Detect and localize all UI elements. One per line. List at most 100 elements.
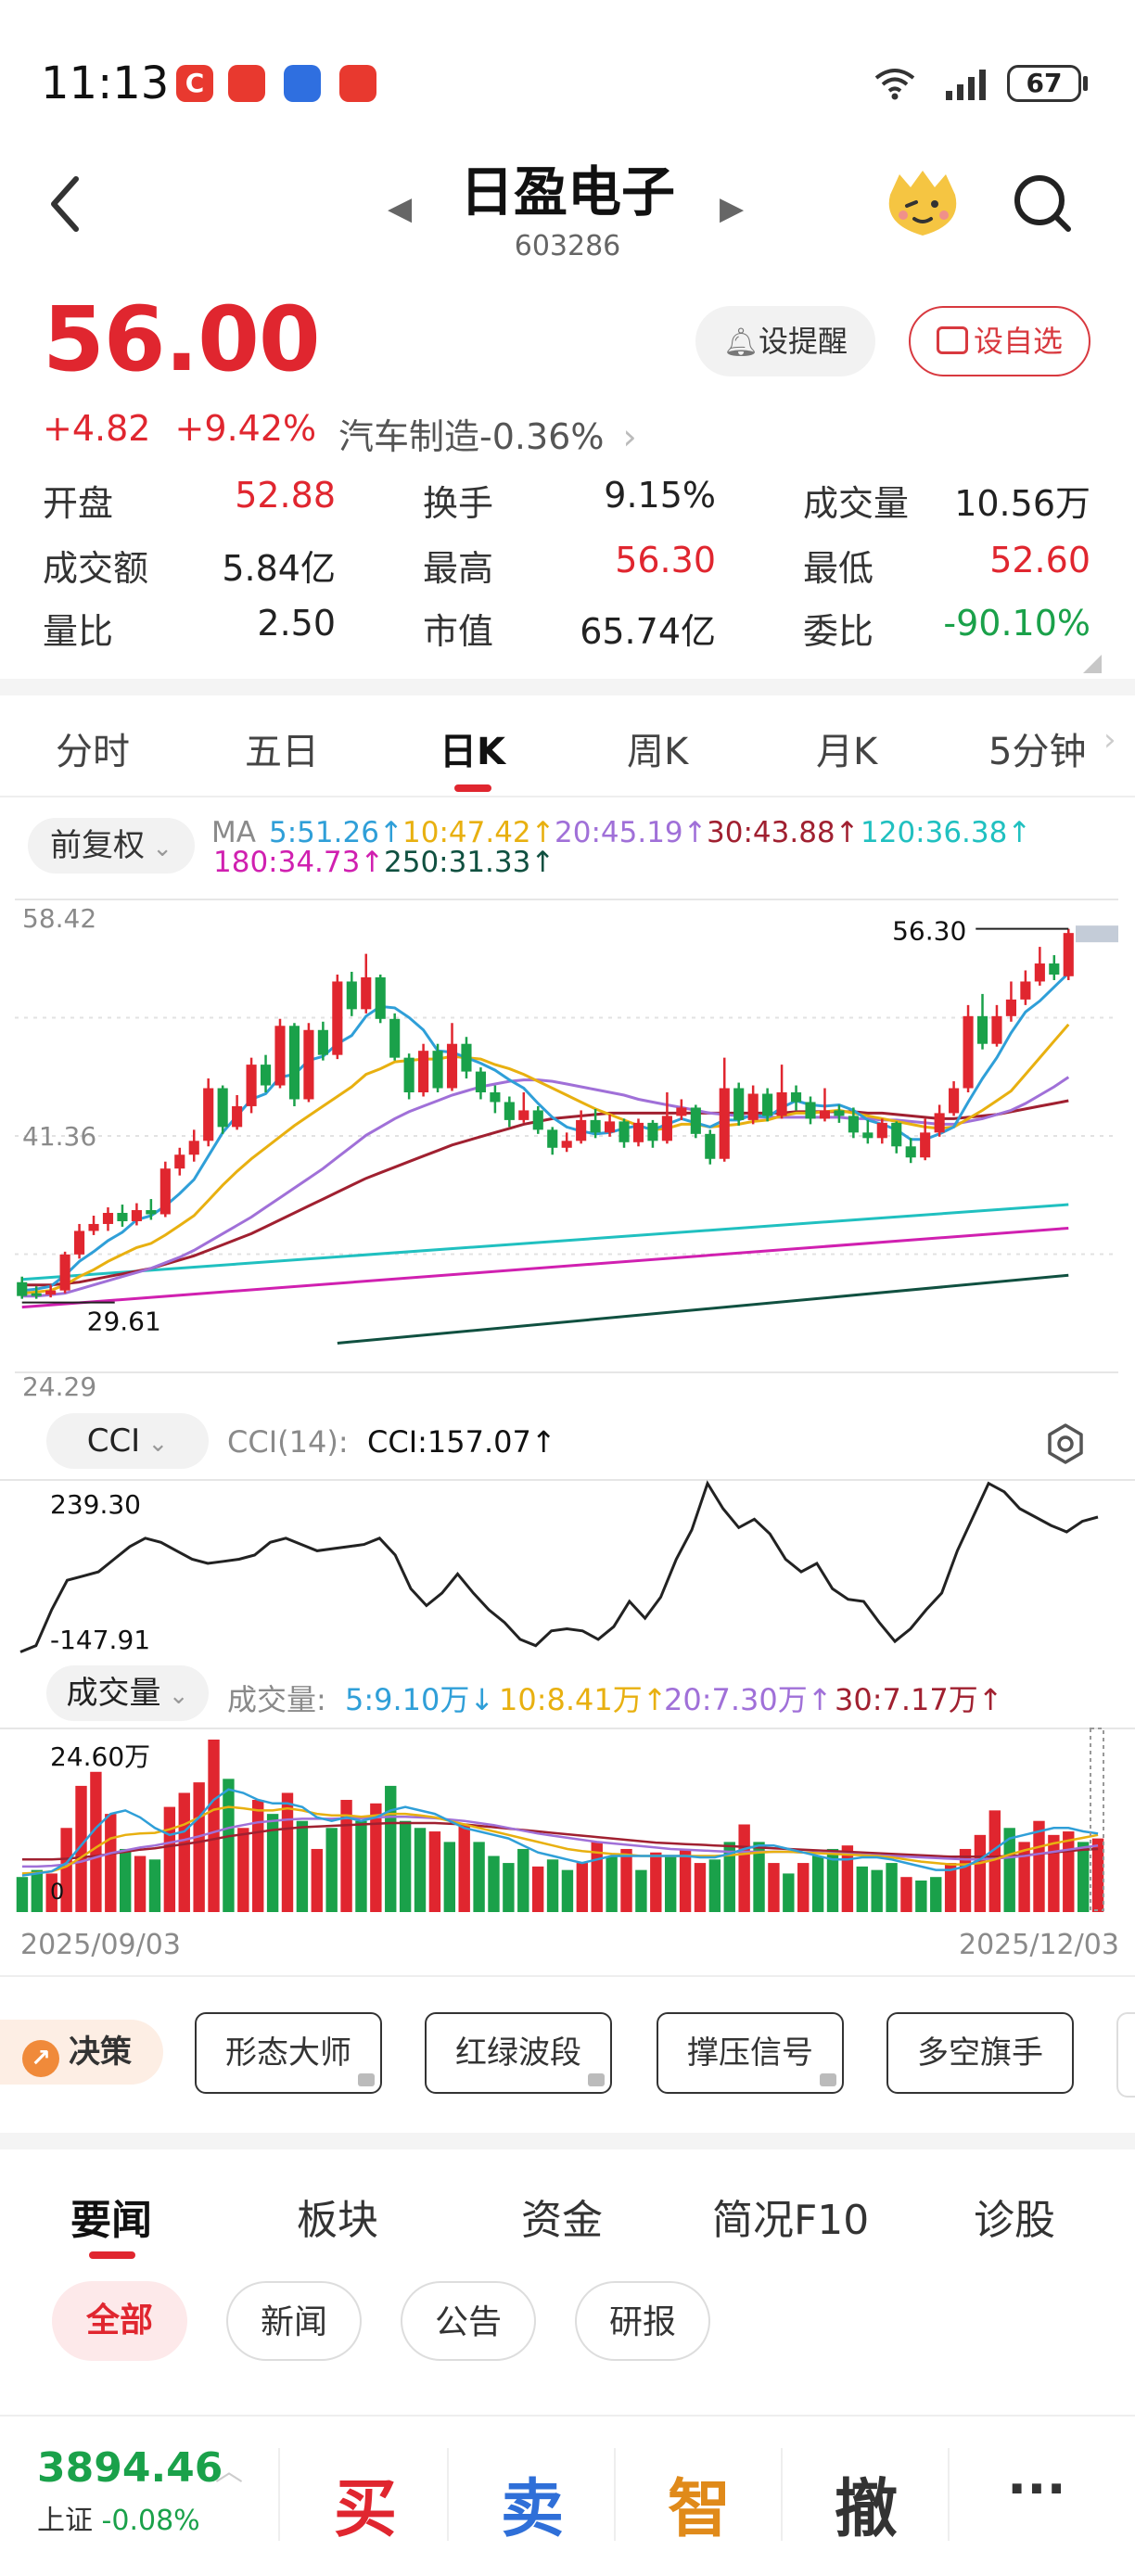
candle [776, 1092, 787, 1116]
change-percent: +9.42% [174, 408, 317, 449]
quote-label: 开盘 [43, 483, 114, 524]
stock-name: 日盈电子 [459, 160, 675, 223]
volume-bar [428, 1831, 441, 1912]
volume-bar [340, 1800, 352, 1912]
prev-stock-button[interactable]: ◀ [388, 190, 413, 227]
candle [361, 976, 372, 1010]
candle [288, 1026, 300, 1100]
tab-2[interactable]: 日K [440, 731, 505, 773]
volume-bar [576, 1863, 589, 1912]
news-tab-1[interactable]: 板块 [297, 2197, 378, 2244]
battery-level: 67 [1026, 68, 1063, 98]
decision-tool-button[interactable]: 多空旗手 [886, 2012, 1074, 2094]
next-stock-button[interactable]: ▶ [720, 190, 745, 227]
divider [0, 1975, 1135, 1977]
volume-bar [458, 1824, 470, 1912]
candle [375, 976, 386, 1019]
more-button[interactable]: ··· [1007, 2459, 1066, 2519]
candle [389, 1018, 401, 1058]
quote-label: 成交量 [803, 483, 910, 524]
news-tab-2[interactable]: 资金 [521, 2197, 603, 2244]
decision-tool-button[interactable]: 形态大师 [195, 2012, 382, 2094]
news-chip-3[interactable]: 研报 [575, 2281, 710, 2361]
lock-icon [588, 2073, 605, 2086]
search-button[interactable] [1011, 172, 1076, 236]
volume-bar [856, 1866, 868, 1912]
ma-line-120 [21, 1203, 1069, 1282]
kline-chart[interactable]: 58.42 41.36 24.29 56.30 29.61 [0, 890, 1135, 1409]
volume-bar [531, 1866, 544, 1912]
chevron-right-icon: › [622, 416, 637, 457]
tab-1[interactable]: 五日 [245, 731, 319, 773]
candle [303, 1029, 314, 1100]
volume-bar [105, 1814, 117, 1912]
tab-4[interactable]: 月K [816, 731, 878, 773]
price-adjust-dropdown[interactable]: 前复权 ⌄ [28, 818, 195, 874]
gear-icon[interactable] [1044, 1422, 1087, 1465]
volume-bar [311, 1848, 323, 1912]
candle [88, 1223, 99, 1231]
indicator-dropdown[interactable]: CCI ⌄ [46, 1413, 209, 1469]
axis-label: 24.29 [22, 1371, 96, 1402]
tab-fade: › [1103, 721, 1116, 759]
candle [31, 1293, 42, 1296]
search-icon [1014, 175, 1071, 232]
axis-label: 56.30 [892, 916, 966, 947]
volume-label: 成交量 [66, 1675, 161, 1712]
news-chip-2[interactable]: 公告 [401, 2281, 536, 2361]
candle [576, 1119, 587, 1141]
watchlist-icon [936, 326, 968, 354]
volume-bar [841, 1845, 854, 1912]
ma-legend-item: 5:51.26↑ [269, 816, 403, 849]
volume-chart[interactable]: 24.60万 0 [0, 1727, 1135, 1912]
volume-bar [738, 1824, 750, 1912]
quote-label: 委比 [803, 611, 874, 652]
decision-tool-button[interactable]: 撑压信号 [657, 2012, 844, 2094]
end-date: 2025/12/03 [959, 1929, 1119, 1961]
ma-legend-item: MA [211, 816, 256, 849]
candle [561, 1141, 572, 1148]
decision-tool-label: 撑压信号 [687, 2034, 813, 2072]
volume-bar [266, 1814, 279, 1912]
volume-bar [90, 1771, 102, 1912]
tab-0[interactable]: 分时 [56, 731, 130, 773]
ma-line-250 [337, 1273, 1069, 1345]
volume-legend-item: 30:7.17万↑ [835, 1682, 1003, 1717]
status-bar: 11:13 C 67 [0, 0, 1135, 167]
smart-button[interactable]: 智 [668, 2473, 732, 2546]
expand-corner-icon[interactable] [1083, 655, 1102, 673]
news-tab-4[interactable]: 诊股 [974, 2197, 1055, 2244]
tab-5[interactable]: 5分钟 [988, 731, 1087, 773]
volume-bar [886, 1863, 898, 1912]
candle [1049, 963, 1060, 975]
candle [403, 1057, 414, 1093]
news-chip-1[interactable]: 新闻 [226, 2281, 362, 2361]
decision-badge[interactable]: ↗ 决策 [0, 2020, 163, 2085]
set-alert-button[interactable]: 🔔︎设提醒 [695, 306, 875, 376]
cancel-order-button[interactable]: 撤 [835, 2473, 899, 2546]
buy-button[interactable]: 买 [334, 2473, 398, 2546]
quote-label: 量比 [43, 611, 114, 652]
cci-chart[interactable]: 239.30 -147.91 [0, 1476, 1135, 1658]
chevron-up-icon: ︿ [215, 2455, 243, 2488]
volume-bar [650, 1852, 662, 1912]
add-watchlist-button[interactable]: 设自选 [909, 306, 1090, 376]
sector-link[interactable]: 汽车制造-0.36% › [338, 408, 637, 459]
volume-legend-item: 成交量: [227, 1682, 326, 1717]
quote-label: 换手 [423, 483, 494, 524]
back-button[interactable] [46, 172, 102, 236]
sell-button[interactable]: 卖 [501, 2473, 565, 2546]
mascot-icon[interactable] [881, 167, 964, 241]
news-chip-0[interactable]: 全部 [52, 2281, 187, 2361]
tab-3[interactable]: 周K [627, 731, 689, 773]
candle [74, 1231, 85, 1255]
news-tab-3[interactable]: 简况F10 [712, 2197, 870, 2244]
volume-bar [208, 1740, 220, 1912]
news-tab-0[interactable]: 要闻 [70, 2197, 152, 2244]
lightning-icon: ↗ [22, 2040, 59, 2077]
index-ticker[interactable]: 3894.46 上证 -0.08% [37, 2444, 223, 2538]
volume-dropdown[interactable]: 成交量 ⌄ [46, 1665, 209, 1721]
decision-tool-button[interactable]: 红绿波段 [425, 2012, 612, 2094]
volume-bar [237, 1828, 249, 1912]
candle [17, 1282, 28, 1296]
